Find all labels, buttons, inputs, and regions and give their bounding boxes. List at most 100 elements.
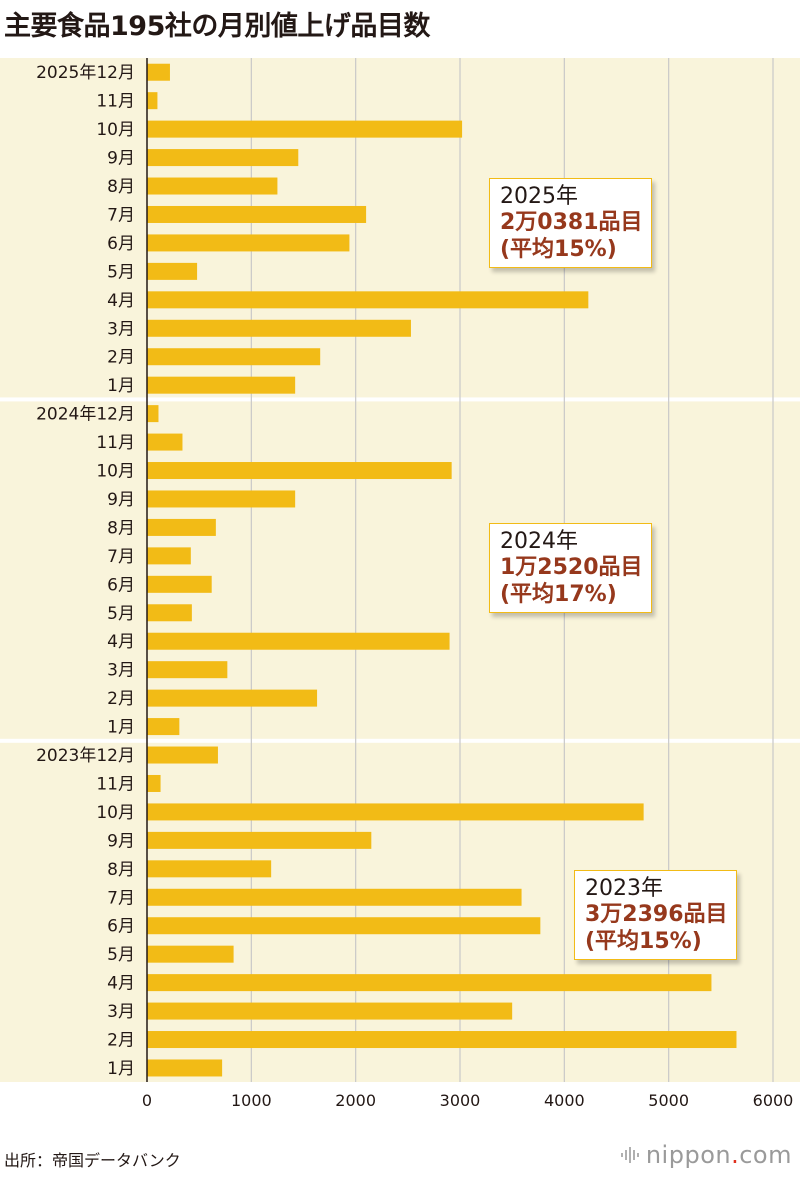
bar xyxy=(147,518,216,536)
bar xyxy=(147,860,272,878)
brand-dot: . xyxy=(731,1141,740,1169)
callout-average: (平均15%) xyxy=(585,928,702,954)
category-label: 9月 xyxy=(107,149,135,169)
bar xyxy=(147,63,170,81)
bar xyxy=(147,974,712,992)
category-label: 9月 xyxy=(107,490,135,510)
bars xyxy=(147,63,737,1077)
x-tick-label: 0 xyxy=(142,1091,152,1110)
year-separator xyxy=(0,738,800,743)
callout-year: 2024年 xyxy=(500,529,578,554)
year-band xyxy=(0,58,800,400)
bar xyxy=(147,945,234,963)
x-tick-label: 1000 xyxy=(231,1091,272,1110)
bar xyxy=(147,661,228,679)
category-label: 5月 xyxy=(107,945,135,965)
category-label: 5月 xyxy=(107,604,135,624)
category-label: 7月 xyxy=(107,205,135,225)
category-label: 7月 xyxy=(107,888,135,908)
category-label: 3月 xyxy=(107,661,135,681)
bar xyxy=(147,632,450,650)
category-label: 10月 xyxy=(96,120,135,140)
category-labels: 2025年12月 11月 10月 9月 8月 7月 6月 5月 4月 3月 2月 1月 2024年12月… xyxy=(36,63,135,1079)
callout-average: (平均17%) xyxy=(500,581,617,607)
category-label: 3月 xyxy=(107,319,135,339)
bar xyxy=(147,205,367,223)
bar xyxy=(147,1002,513,1020)
bar xyxy=(147,831,372,849)
bar xyxy=(147,462,452,480)
brand-suffix: com xyxy=(739,1141,792,1169)
bar xyxy=(147,348,321,366)
x-tick-label: 2000 xyxy=(335,1091,376,1110)
x-tick-label: 3000 xyxy=(440,1091,481,1110)
category-label: 1月 xyxy=(107,718,135,738)
category-label: 9月 xyxy=(107,831,135,851)
chart-title: 主要食品195社の月別値上げ品目数 xyxy=(4,11,430,42)
year-band xyxy=(0,399,800,741)
category-label: 2024年12月 xyxy=(36,405,135,425)
x-tick-label: 4000 xyxy=(544,1091,585,1110)
category-label: 4月 xyxy=(107,974,135,994)
category-label: 2月 xyxy=(107,1031,135,1051)
category-label: 6月 xyxy=(107,917,135,937)
category-label: 2月 xyxy=(107,689,135,709)
bar xyxy=(147,291,589,309)
category-label: 1月 xyxy=(107,1059,135,1079)
category-label: 6月 xyxy=(107,575,135,595)
category-label: 6月 xyxy=(107,234,135,254)
bar xyxy=(147,177,278,195)
bar xyxy=(147,774,161,792)
callout-average: (平均15%) xyxy=(500,236,617,262)
bar xyxy=(147,718,180,736)
callout-year: 2025年 xyxy=(500,184,578,209)
bar xyxy=(147,234,350,252)
bar xyxy=(147,262,198,280)
callout-count: 3万2396品目 xyxy=(585,902,728,928)
bar xyxy=(147,92,158,110)
category-label: 2023年12月 xyxy=(36,746,135,766)
callout-2023: 2023年 3万2396品目 (平均15%) xyxy=(574,870,737,961)
category-label: 11月 xyxy=(96,774,135,794)
x-tick-label: 6000 xyxy=(753,1091,794,1110)
brand-logo[interactable]: nippon. com xyxy=(620,1141,792,1169)
callout-count: 2万0381品目 xyxy=(500,210,643,236)
bar xyxy=(147,1031,737,1049)
brand-name: nippon xyxy=(645,1141,732,1169)
category-label: 5月 xyxy=(107,262,135,282)
bar xyxy=(147,689,318,707)
bar xyxy=(147,604,192,622)
category-label: 8月 xyxy=(107,177,135,197)
bar xyxy=(147,917,541,935)
callout-2024: 2024年 1万2520品目 (平均17%) xyxy=(489,523,652,614)
category-label: 11月 xyxy=(96,92,135,112)
category-label: 10月 xyxy=(96,462,135,482)
callout-year: 2023年 xyxy=(585,876,663,901)
category-label: 4月 xyxy=(107,632,135,652)
bar xyxy=(147,803,644,821)
bar xyxy=(147,490,296,508)
bar xyxy=(147,888,522,906)
category-label: 2025年12月 xyxy=(36,63,135,83)
year-separator xyxy=(0,397,800,402)
category-label: 11月 xyxy=(96,433,135,453)
category-label: 10月 xyxy=(96,803,135,823)
bar xyxy=(147,319,411,337)
category-label: 3月 xyxy=(107,1002,135,1022)
category-label: 8月 xyxy=(107,518,135,538)
x-tick-label: 5000 xyxy=(648,1091,689,1110)
bar xyxy=(147,1059,223,1077)
category-label: 4月 xyxy=(107,291,135,311)
category-label: 8月 xyxy=(107,860,135,880)
year-bands xyxy=(0,58,800,1082)
nippon-com-wave-icon xyxy=(620,1147,639,1163)
bar xyxy=(147,405,159,423)
bar xyxy=(147,575,212,593)
bar xyxy=(147,149,299,167)
bar xyxy=(147,746,218,764)
callout-count: 1万2520品目 xyxy=(500,555,643,581)
bar xyxy=(147,547,191,565)
category-label: 7月 xyxy=(107,547,135,567)
bar xyxy=(147,433,183,451)
